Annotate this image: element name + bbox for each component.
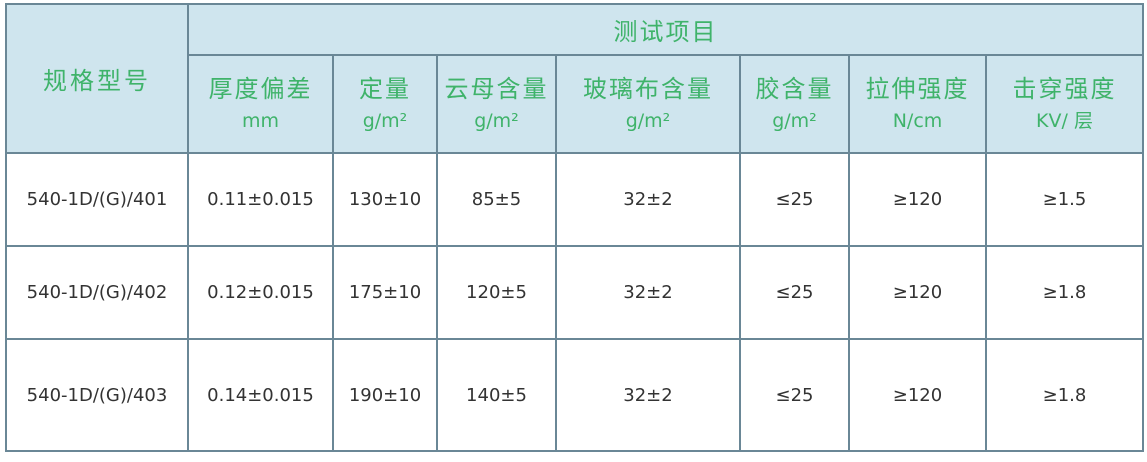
column-header: 拉伸强度 N/cm [848,54,987,154]
value-cell: 130±10 [332,152,438,247]
value-cell: ≥1.8 [984,245,1145,340]
column-header: 玻璃布含量 g/m² [555,54,741,154]
column-name: 玻璃布含量 [583,75,713,103]
value-cell: 140±5 [436,338,557,452]
spec-table: 规格型号 测试项目 厚度偏差 mm 定量 g/m² 云母含量 g/m² 玻璃布含量 g/m² 胶… [5,3,1145,452]
column-unit: g/m² [772,110,817,132]
value-cell: ≤25 [739,338,850,452]
column-header: 定量 g/m² [332,54,438,154]
value-cell: 85±5 [436,152,557,247]
value-cell: ≥120 [848,338,987,452]
table-row: 540-1D/(G)/401 0.11±0.015 130±10 85±5 32±2 ≤2… [5,152,1145,247]
column-unit: g/m² [362,110,408,132]
header-test-items: 测试项目 [186,3,1145,56]
value-cell: 32±2 [555,338,741,452]
column-unit: mm [241,110,280,132]
column-name: 厚度偏差 [208,75,313,103]
value-cell: 0.12±0.015 [187,245,334,340]
value-cell: 32±2 [555,245,741,340]
model-cell: 540-1D/(G)/403 [5,338,189,452]
value-cell: 175±10 [332,245,438,340]
model-cell: 540-1D/(G)/401 [5,152,189,247]
header-spec-model: 规格型号 [5,3,189,154]
column-unit: g/m² [474,110,519,132]
column-unit: N/cm [892,110,943,132]
column-unit: g/m² [625,110,671,132]
column-name: 拉伸强度 [865,75,970,103]
value-cell: ≥120 [848,152,987,247]
column-header: 胶含量 g/m² [739,54,850,154]
value-cell: 0.14±0.015 [187,338,334,452]
column-unit: KV/ 层 [1036,110,1093,132]
column-name: 定量 [359,75,411,103]
column-name: 击穿强度 [1012,75,1117,103]
column-name: 云母含量 [444,75,549,103]
value-cell: ≤25 [739,245,850,340]
column-header: 击穿强度 KV/ 层 [984,54,1145,154]
value-cell: 0.11±0.015 [187,152,334,247]
value-cell: 120±5 [436,245,557,340]
column-header: 厚度偏差 mm [187,54,334,154]
model-cell: 540-1D/(G)/402 [5,245,189,340]
table-row: 540-1D/(G)/403 0.14±0.015 190±10 140±5 32±2 ≤… [5,338,1145,452]
value-cell: ≥1.5 [984,152,1145,247]
value-cell: ≤25 [739,152,850,247]
value-cell: 190±10 [332,338,438,452]
value-cell: ≥120 [848,245,987,340]
table-row: 540-1D/(G)/402 0.12±0.015 175±10 120±5 32±2 ≤… [5,245,1145,340]
value-cell: ≥1.8 [984,338,1145,452]
value-cell: 32±2 [555,152,741,247]
column-name: 胶含量 [755,75,834,103]
column-header: 云母含量 g/m² [436,54,557,154]
